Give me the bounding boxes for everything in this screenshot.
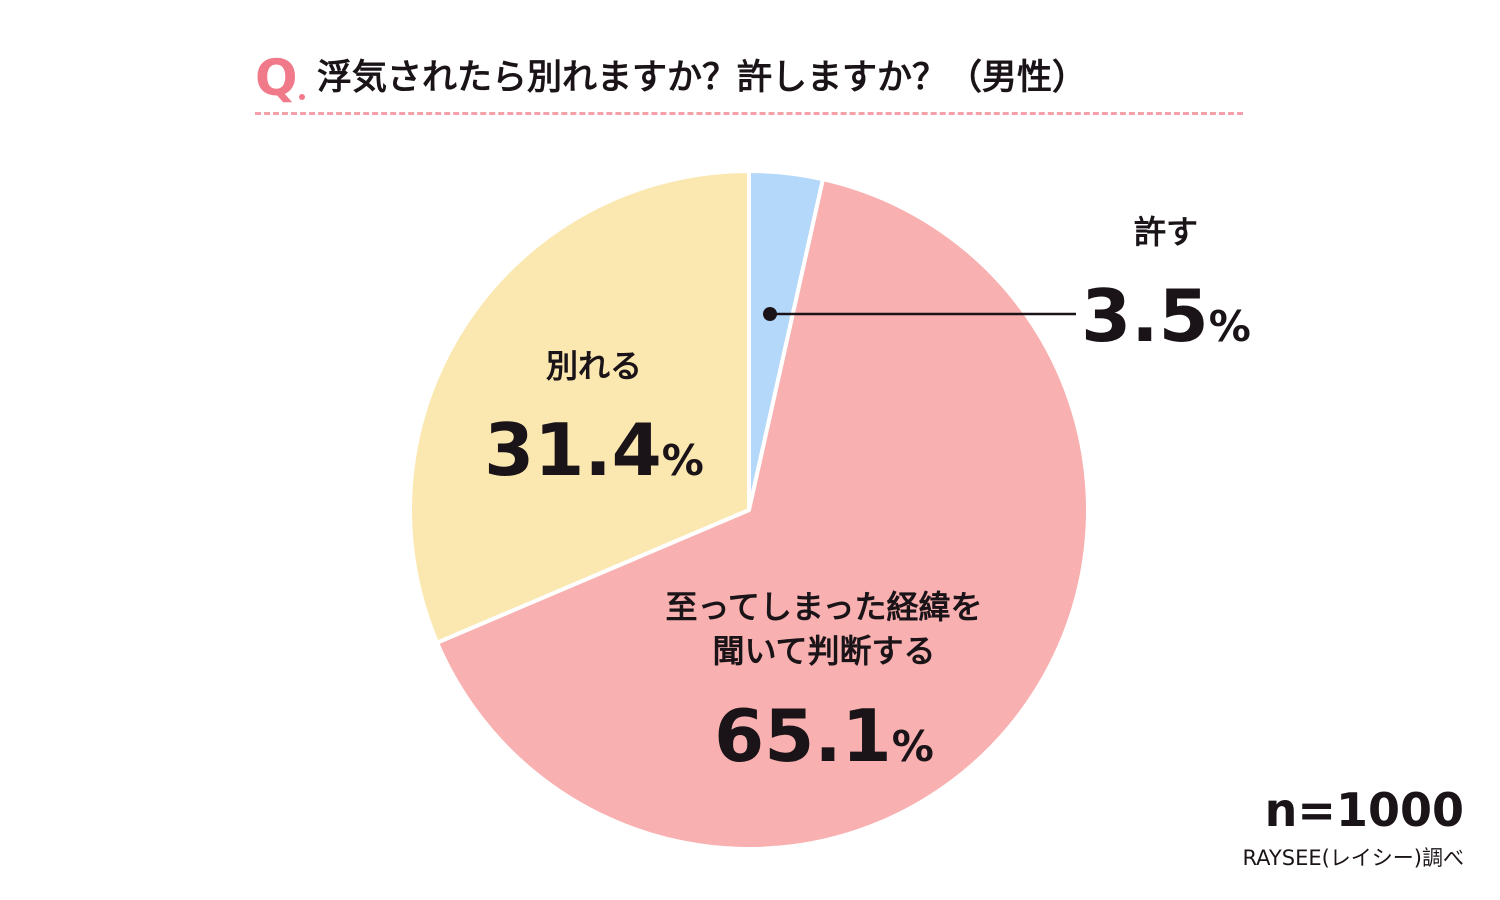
slice-value-number-yurusu: 3.5 xyxy=(1081,274,1209,358)
slice-label-wakareru: 別れる xyxy=(546,347,642,385)
q-mark-dot xyxy=(299,94,305,100)
slice-value-wakareru: 31.4% xyxy=(484,408,704,492)
slice-value-handan: 65.1% xyxy=(714,694,934,778)
source-credit: RAYSEE(レイシー)調べ xyxy=(1242,846,1464,870)
slice-value-number-wakareru: 31.4 xyxy=(484,408,662,492)
slice-value-unit-yurusu: % xyxy=(1209,302,1251,351)
title-dashed-divider xyxy=(255,112,1243,115)
slice-value-number-handan: 65.1 xyxy=(714,694,892,778)
slice-value-yurusu: 3.5% xyxy=(1081,274,1251,358)
pie-slice-handan xyxy=(435,177,1090,851)
pie-slices xyxy=(407,169,1090,851)
slice-label-handan-line1: 至ってしまった経緯を xyxy=(665,588,982,626)
q-mark: Q xyxy=(255,49,298,107)
slice-value-unit-wakareru: % xyxy=(662,436,704,485)
chart-title-area: Q 浮気されたら別れますか？許しますか？（男性） xyxy=(255,48,1245,118)
pie-slice-wakareru xyxy=(407,169,751,645)
slice-label-yurusu: 許す xyxy=(1134,213,1198,251)
slice-label-handan-line2: 聞いて判断する xyxy=(712,632,935,670)
slice-value-unit-handan: % xyxy=(892,722,934,771)
sample-size: n=1000 xyxy=(1264,783,1464,837)
leader-dot-yurusu xyxy=(763,307,777,321)
chart-title: 浮気されたら別れますか？許しますか？（男性） xyxy=(317,58,1088,98)
